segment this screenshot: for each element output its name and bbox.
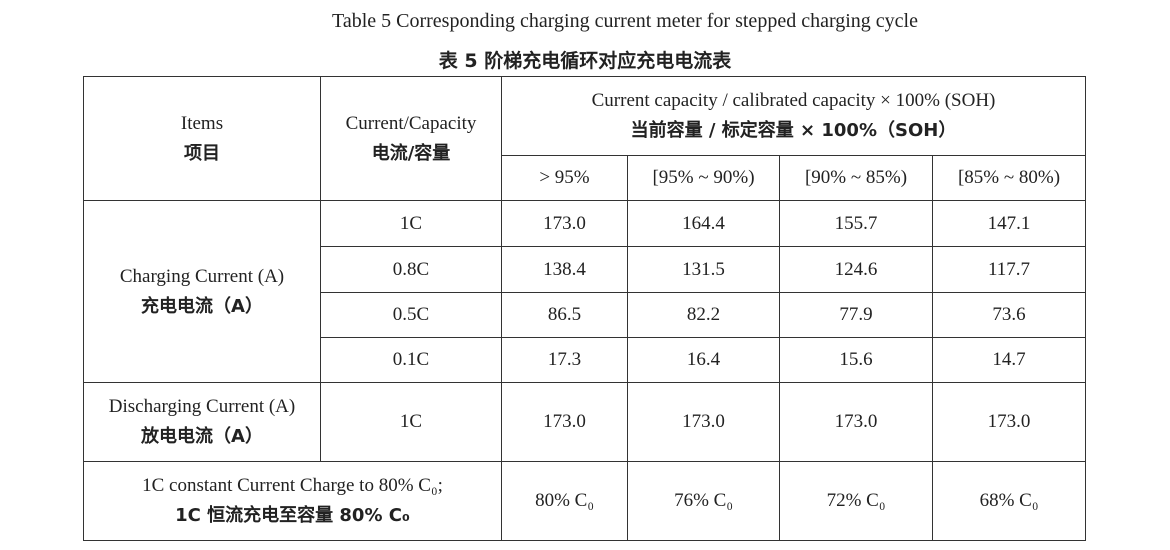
table-row: Items 项目 Current/Capacity 电流/容量 Current capa… <box>83 76 1086 201</box>
cell-text: Current/Capacity <box>345 112 477 134</box>
table-row: Charging Current (A) 充电电流（A） 1C 173.0 164.4 1… <box>83 200 1086 383</box>
value-cell: 138.4 <box>501 246 628 293</box>
cell-text: 充电电流（A） <box>141 295 263 317</box>
value-cell: 164.4 <box>627 200 780 247</box>
value-cell: 80% C₀ <box>501 461 628 541</box>
rate-cell: 1C <box>320 382 502 462</box>
header-range: [85% ~ 80%) <box>932 155 1086 201</box>
cell-text: 放电电流（A） <box>141 426 263 447</box>
cell-text: 0.5C <box>392 304 430 325</box>
cell-text: 173.0 <box>834 411 878 432</box>
cell-text: [85% ~ 80%) <box>957 167 1061 188</box>
value-cell: 72% C₀ <box>779 461 933 541</box>
row-label: Charging Current (A) 充电电流（A） <box>83 200 321 383</box>
cell-text: 电流/容量 <box>371 142 451 164</box>
cell-text: 82.2 <box>686 304 721 325</box>
table-row: > 95% [95% ~ 90%) [90% ~ 85%) [85% ~ 80%) <box>84 155 1086 201</box>
cell-text: 16.4 <box>686 349 721 370</box>
cell-text: > 95% <box>539 167 590 188</box>
cell-text: 当前容量 / 标定容量 × 100%（SOH） <box>630 120 957 141</box>
cell-text: 173.0 <box>543 212 586 234</box>
value-cell: 155.7 <box>779 200 933 247</box>
row-label: 1C constant Current Charge to 80% C₀; 1C … <box>83 461 502 541</box>
value-cell: 147.1 <box>932 200 1086 247</box>
row-label: Discharging Current (A) 放电电流（A） <box>83 382 321 462</box>
rate-cell: 0.1C <box>320 337 502 383</box>
cell-text: 147.1 <box>987 212 1031 234</box>
cell-text: 164.4 <box>682 212 725 234</box>
header-ratio: Current/Capacity 电流/容量 <box>320 76 502 201</box>
cell-text: 173.0 <box>682 411 725 432</box>
cell-text: 138.4 <box>543 258 586 280</box>
value-cell: 117.7 <box>932 246 1086 293</box>
value-cell: 77.9 <box>779 292 933 338</box>
table-row: 0.8C 138.4 131.5 124.6 117.7 <box>84 246 1086 293</box>
cell-text: 1C constant Current Charge to 80% C₀; <box>142 475 443 496</box>
rate-cell: 0.5C <box>320 292 502 338</box>
rate-cell: 0.8C <box>320 246 502 293</box>
title-en: Table 5 Corresponding charging current m… <box>332 10 918 32</box>
cell-text: 80% C₀ <box>535 490 594 511</box>
value-cell: 68% C₀ <box>932 461 1086 541</box>
value-cell: 14.7 <box>932 337 1086 383</box>
value-cell: 76% C₀ <box>627 461 780 541</box>
cell-text: 1C <box>399 411 423 432</box>
value-cell: 124.6 <box>779 246 933 293</box>
cell-text: 0.8C <box>392 258 430 280</box>
cell-text: Current capacity / calibrated capacity ×… <box>591 90 996 111</box>
cell-text: 155.7 <box>834 212 878 234</box>
cell-text: 77.9 <box>839 304 873 325</box>
cell-text: 173.0 <box>987 411 1031 432</box>
table-row: 0.1C 17.3 16.4 15.6 14.7 <box>84 337 1086 383</box>
cell-text: Discharging Current (A) <box>108 396 296 417</box>
table-row: Discharging Current (A) 放电电流（A） 1C 173.0 173… <box>83 382 1086 462</box>
cell-text: 173.0 <box>543 411 586 432</box>
title-zh: 表 5 阶梯充电循环对应充电电流表 <box>438 50 732 72</box>
cell-text: 项目 <box>184 142 220 164</box>
cell-text: 0.1C <box>392 349 430 370</box>
table: Items 项目 Current/Capacity 电流/容量 Current capa… <box>83 76 1086 541</box>
cell-text: 86.5 <box>547 304 582 325</box>
value-cell: 173.0 <box>932 382 1086 462</box>
rate-cell: 1C <box>320 200 502 247</box>
header-range: [95% ~ 90%) <box>627 155 780 201</box>
header-range: > 95% <box>501 155 628 201</box>
cell-text: 1C 恒流充电至容量 80% C₀ <box>175 505 410 526</box>
value-cell: 173.0 <box>627 382 780 462</box>
value-cell: 173.0 <box>501 382 628 462</box>
value-cell: 16.4 <box>627 337 780 383</box>
cell-text: Items <box>180 112 224 134</box>
cell-text: 68% C₀ <box>979 490 1039 511</box>
cell-text: 131.5 <box>682 258 725 280</box>
table-row: 0.5C 86.5 82.2 77.9 73.6 <box>84 292 1086 338</box>
table-row: 1C constant Current Charge to 80% C₀; 1C … <box>83 461 1086 541</box>
value-cell: 73.6 <box>932 292 1086 338</box>
value-cell: 82.2 <box>627 292 780 338</box>
value-cell: 15.6 <box>779 337 933 383</box>
cell-text: [90% ~ 85%) <box>804 167 908 188</box>
cell-text: [95% ~ 90%) <box>652 167 755 188</box>
cell-text: Charging Current (A) <box>119 265 285 287</box>
cell-text: 14.7 <box>992 349 1026 370</box>
header-soh: Current capacity / calibrated capacity ×… <box>501 76 1086 156</box>
value-cell: 17.3 <box>501 337 628 383</box>
value-cell: 86.5 <box>501 292 628 338</box>
header-range: [90% ~ 85%) <box>779 155 933 201</box>
value-cell: 173.0 <box>501 200 628 247</box>
cell-text: 72% C₀ <box>826 490 886 511</box>
header-items: Items 项目 <box>83 76 321 201</box>
cell-text: 17.3 <box>547 349 582 370</box>
value-cell: 131.5 <box>627 246 780 293</box>
cell-text: 117.7 <box>987 258 1031 280</box>
cell-text: 15.6 <box>839 349 873 370</box>
value-cell: 173.0 <box>779 382 933 462</box>
cell-text: 1C <box>399 212 423 234</box>
cell-text: 76% C₀ <box>674 490 733 511</box>
cell-text: 124.6 <box>834 258 878 280</box>
cell-text: 73.6 <box>992 304 1026 325</box>
